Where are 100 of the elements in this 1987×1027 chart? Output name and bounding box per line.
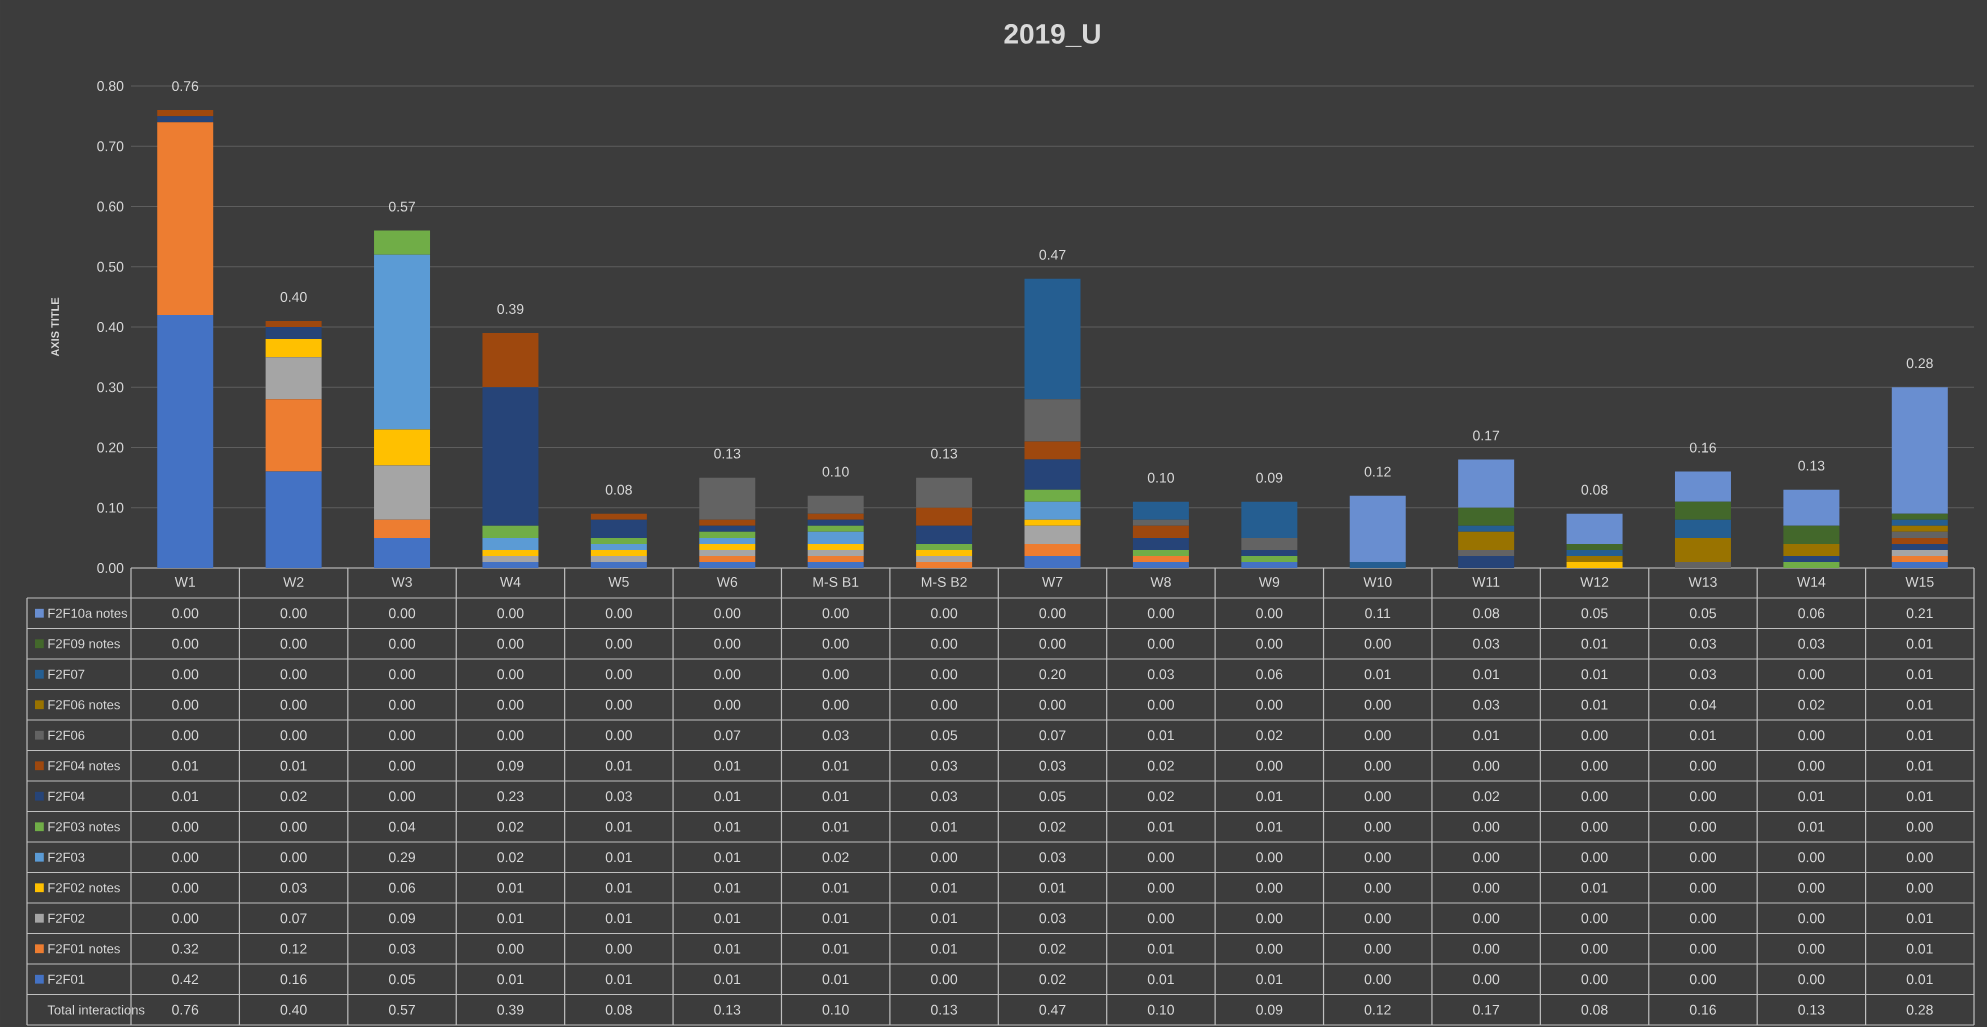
- data-label: 0.00: [931, 974, 958, 985]
- legend-label: F2F04 notes: [48, 761, 120, 771]
- data-label: 0.01: [605, 974, 632, 985]
- data-label: 0.03: [1473, 638, 1500, 649]
- data-label: 0.01: [1581, 699, 1608, 710]
- data-label: 0.01: [822, 943, 849, 954]
- total-label: 0.39: [497, 304, 524, 314]
- data-label: 0.00: [280, 699, 307, 710]
- data-label: 0.00: [388, 608, 416, 619]
- bar: [374, 230, 431, 255]
- bar: [1132, 525, 1189, 538]
- data-label: 0.01: [822, 974, 849, 985]
- text: 0.09: [1256, 1004, 1283, 1015]
- data-label: 0.01: [714, 913, 741, 924]
- total-label: 0.57: [388, 201, 415, 212]
- data-label: 0.01: [931, 821, 958, 832]
- data-label: 0.00: [1256, 608, 1283, 619]
- total-label: 0.13: [1798, 460, 1825, 471]
- data-label: 0.00: [1473, 760, 1500, 771]
- data-label: 0.00: [1798, 669, 1825, 680]
- data-label: 0.00: [1256, 638, 1283, 649]
- bar: [916, 507, 973, 526]
- legend-label: F2F02: [48, 913, 85, 923]
- x-tick-label: W1: [174, 577, 196, 587]
- data-label: 0.04: [388, 821, 416, 832]
- bar: [807, 543, 864, 550]
- data-label: 0.05: [931, 730, 958, 741]
- bar: [1458, 555, 1515, 569]
- x-tick-label: W12: [1580, 577, 1609, 587]
- data-label: 0.01: [1906, 669, 1933, 680]
- data-label: 0.07: [280, 913, 307, 924]
- data-label: 0.01: [280, 760, 307, 771]
- y-tick-label: 0.20: [97, 442, 124, 453]
- data-label: 0.08: [1473, 608, 1500, 619]
- y-tick-label: 0.40: [97, 322, 124, 332]
- data-label: 0.01: [172, 791, 199, 802]
- data-label: 0.32: [172, 943, 199, 954]
- bar: [1891, 531, 1948, 538]
- data-label: 0.01: [822, 821, 849, 832]
- data-label: 0.05: [388, 974, 416, 985]
- data-label: 0.00: [714, 608, 741, 619]
- data-label: 0.06: [1256, 669, 1283, 680]
- data-label: 0.00: [1364, 852, 1391, 863]
- data-label: 0.00: [497, 669, 524, 680]
- data-label: 0.00: [1364, 760, 1391, 771]
- bar: [1674, 561, 1731, 569]
- bar: [1132, 561, 1189, 569]
- data-label: 0.01: [1906, 974, 1933, 985]
- total-label: 0.17: [1473, 430, 1500, 441]
- bar: [590, 555, 647, 562]
- bar: [1783, 489, 1840, 526]
- x-tick-label: W2: [283, 577, 304, 587]
- data-label: 0.00: [1581, 821, 1608, 832]
- legend-label: F2F10a notes: [48, 608, 128, 618]
- data-label: 0.01: [1473, 669, 1500, 680]
- data-label: 0.00: [1147, 638, 1174, 649]
- text: 0.13: [931, 1004, 958, 1015]
- data-label: 0.00: [1798, 943, 1825, 954]
- data-label: 0.02: [1473, 791, 1500, 802]
- bar: [157, 314, 214, 569]
- data-label: 0.00: [1581, 760, 1608, 771]
- data-label: 0.03: [931, 760, 958, 771]
- data-label: 0.00: [822, 669, 849, 680]
- data-label: 0.03: [1147, 669, 1174, 680]
- total-label: 0.76: [172, 81, 199, 92]
- data-label: 0.00: [1256, 760, 1283, 771]
- bar: [1132, 537, 1189, 550]
- text: 0.47: [1039, 1004, 1066, 1015]
- data-label: 0.00: [1256, 699, 1283, 710]
- bar: [1891, 543, 1948, 550]
- data-label: 0.00: [172, 852, 199, 863]
- data-label: 0.01: [1147, 730, 1174, 741]
- text: 0.76: [172, 1004, 199, 1015]
- data-label: 0.00: [1039, 699, 1066, 710]
- data-label: 0.02: [822, 852, 849, 863]
- data-label: 0.00: [280, 821, 307, 832]
- data-label: 0.23: [497, 791, 524, 802]
- bar: [916, 477, 973, 508]
- text: 0.13: [714, 1004, 741, 1015]
- x-tick-label: M-S B2: [921, 577, 967, 587]
- data-label: 0.03: [1039, 760, 1066, 771]
- bar: [1891, 387, 1948, 514]
- text: 0.08: [1581, 1004, 1608, 1015]
- data-label: 0.00: [1906, 882, 1933, 893]
- bar: [1024, 399, 1081, 442]
- data-label: 0.03: [280, 882, 307, 893]
- data-label: 0.00: [172, 882, 199, 893]
- bar: [916, 555, 973, 562]
- bar: [590, 549, 647, 556]
- data-label: 0.01: [605, 852, 632, 863]
- data-label: 0.16: [280, 974, 307, 985]
- data-label: 0.01: [1039, 882, 1066, 893]
- total-label: 0.40: [280, 292, 307, 302]
- data-label: 0.00: [1689, 882, 1717, 893]
- data-label: 0.01: [1256, 821, 1283, 832]
- bar: [1024, 441, 1081, 460]
- data-label: 0.20: [1039, 669, 1066, 680]
- bar: [1674, 519, 1731, 538]
- data-label: 0.00: [714, 669, 741, 680]
- text: 0.57: [388, 1004, 415, 1015]
